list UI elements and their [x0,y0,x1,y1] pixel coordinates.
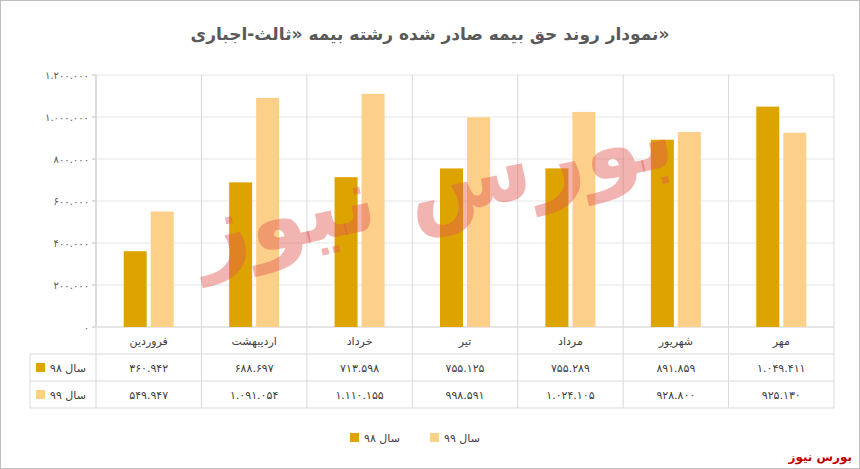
table-line [30,354,834,355]
table-value: ۱.۱۱۰.۱۵۵ [335,389,383,402]
table-value: ۵۴۹.۹۴۷ [129,389,168,402]
row-label: سال ۹۹ [50,389,86,402]
tick-mark [92,159,96,160]
table-line [30,408,834,409]
tick-label: ۴۰۰.۰۰۰ [54,238,89,249]
chart: نمودار روند حق بیمه صادر شده رشته بیمه «… [0,0,860,469]
category-label: مهر [772,335,790,348]
tick-label: ۱.۰۰۰.۰۰۰ [45,112,89,123]
legend-label: سال ۹۸ [364,432,400,445]
table-value: ۹۲۵.۱۳۰ [762,389,801,402]
column-line [728,75,729,408]
grid-line [96,327,834,328]
grid-line [96,117,834,118]
tick-label: ۶۰۰.۰۰۰ [54,196,89,207]
tick-mark [92,117,96,118]
tick-label: ۰ [84,322,89,333]
column-line [96,75,97,408]
table-value: ۱.۰۹۱.۰۵۴ [230,389,278,402]
table-value: ۹۲۸.۸۰۰ [656,389,695,402]
row-swatch [36,363,45,372]
table-value: ۱.۰۲۴.۱۰۵ [546,389,594,402]
source: بورس نیوز [787,450,852,465]
bar [151,212,174,327]
row-label: سال ۹۸ [50,362,86,375]
category-label: خرداد [347,335,373,348]
table-value: ۷۵۵.۲۸۹ [551,362,590,375]
tick-mark [92,285,96,286]
legend-label: سال ۹۹ [444,432,480,445]
table-line [96,327,834,328]
tick-label: ۸۰۰.۰۰۰ [54,154,89,165]
bar [678,132,701,327]
tick-mark [92,327,96,328]
column-line [834,75,835,408]
category-label: شهریور [658,335,693,348]
tick-label: ۱.۲۰۰.۰۰۰ [45,70,89,81]
category-label: فروردین [130,335,168,348]
row-swatch [36,390,45,399]
bar [783,133,806,327]
tick-label: ۲۰۰.۰۰۰ [54,280,89,291]
legend-swatch [350,433,359,442]
legend-swatch [430,433,439,442]
tick-mark [92,201,96,202]
bar [124,251,147,327]
table-value: ۳۶۰.۹۴۲ [129,362,168,375]
title: نمودار روند حق بیمه صادر شده رشته بیمه «… [191,24,670,45]
grid-line [96,75,834,76]
category-label: تیر [458,335,471,348]
tick-mark [92,243,96,244]
table-value: ۷۵۵.۱۲۵ [446,362,485,375]
table-value: ۹۹۸.۵۹۱ [446,389,485,402]
table-value: ۸۹۱.۸۵۹ [656,362,695,375]
table-value: ۷۱۳.۵۹۸ [340,362,379,375]
table-value: ۱.۰۴۹.۴۱۱ [757,362,805,375]
category-label: مرداد [558,335,583,348]
tick-mark [92,75,96,76]
table-value: ۶۸۸.۶۹۷ [235,362,274,375]
frame [1,1,860,469]
watermark: بورس نیوز [180,81,683,289]
table-line [30,354,31,408]
bar [756,107,779,327]
category-label: اردیبهشت [231,335,276,348]
table-line [30,381,834,382]
